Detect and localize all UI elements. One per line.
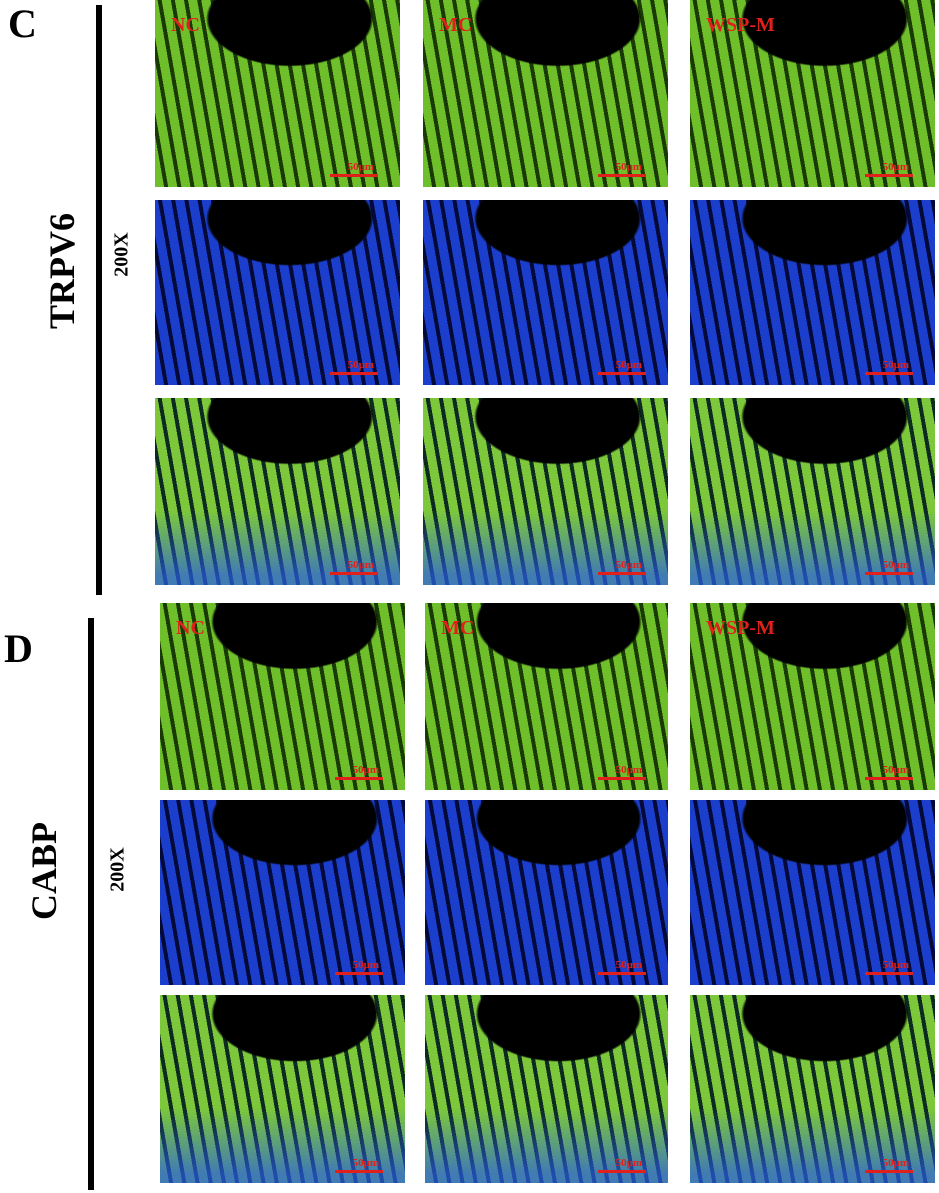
micrograph: 50μm	[155, 398, 400, 585]
scale-bar-label: 50μm	[347, 559, 374, 571]
tissue-image	[425, 800, 668, 985]
scale-bar	[598, 174, 646, 177]
micrograph: 50μm	[423, 398, 668, 585]
group-label: MC	[439, 14, 473, 36]
micrograph: 50μm	[160, 800, 405, 985]
scale-bar-label: 50μm	[882, 764, 909, 776]
tissue-image	[690, 800, 935, 985]
scale-bar-label: 50μm	[352, 959, 379, 971]
scale-bar	[330, 572, 378, 575]
scale-bar	[330, 174, 378, 177]
scale-bar-label: 50μm	[882, 559, 909, 571]
micrograph: 50μm	[425, 995, 668, 1183]
panel-letter: C	[8, 1, 37, 46]
scale-bar-label: 50μm	[882, 359, 909, 371]
tissue-image	[160, 800, 405, 985]
scale-bar	[865, 972, 913, 975]
micrograph: 50μm	[423, 200, 668, 385]
micrograph: MC 50μm	[423, 0, 668, 187]
tissue-image	[155, 0, 400, 187]
tissue-image	[690, 200, 935, 385]
panel-letter: D	[4, 626, 33, 671]
divider-line	[96, 5, 102, 595]
scale-bar-label: 50μm	[882, 1157, 909, 1169]
scale-bar	[335, 777, 383, 780]
scale-bar-label: 50μm	[615, 764, 642, 776]
scale-bar	[598, 972, 646, 975]
micrograph: 50μm	[690, 398, 935, 585]
tissue-image	[690, 0, 935, 187]
micrograph: NC 50μm	[160, 603, 405, 790]
micrograph: 50μm	[155, 200, 400, 385]
divider-line	[88, 618, 94, 1190]
tissue-image	[425, 603, 668, 790]
scale-bar-label: 50μm	[882, 959, 909, 971]
scale-bar-label: 50μm	[347, 161, 374, 173]
tissue-image	[155, 200, 400, 385]
group-label: NC	[176, 617, 205, 639]
tissue-image	[160, 603, 405, 790]
tissue-image	[160, 995, 405, 1183]
magnification-label: 200X	[110, 232, 133, 277]
micrograph: 50μm	[690, 995, 935, 1183]
micrograph: WSP-M 50μm	[690, 0, 935, 187]
micrograph: 50μm	[160, 995, 405, 1183]
scale-bar-label: 50μm	[882, 161, 909, 173]
tissue-image	[155, 398, 400, 585]
micrograph: 50μm	[690, 800, 935, 985]
scale-bar-label: 50μm	[352, 1157, 379, 1169]
scale-bar	[865, 174, 913, 177]
scale-bar	[335, 972, 383, 975]
group-label: WSP-M	[706, 14, 775, 36]
scale-bar	[598, 1170, 646, 1173]
tissue-image	[423, 398, 668, 585]
scale-bar-label: 50μm	[347, 359, 374, 371]
scale-bar-label: 50μm	[615, 1157, 642, 1169]
marker-label: TRPV6	[42, 213, 82, 329]
group-label: NC	[171, 14, 200, 36]
group-label: MC	[441, 617, 475, 639]
scale-bar	[335, 1170, 383, 1173]
scale-bar-label: 50μm	[615, 559, 642, 571]
tissue-image	[690, 603, 935, 790]
tissue-image	[690, 398, 935, 585]
tissue-image	[423, 200, 668, 385]
micrograph: 50μm	[425, 800, 668, 985]
scale-bar	[598, 372, 646, 375]
scale-bar-label: 50μm	[615, 359, 642, 371]
micrograph: MC 50μm	[425, 603, 668, 790]
marker-label: CABP	[24, 822, 64, 920]
scale-bar	[865, 1170, 913, 1173]
scale-bar-label: 50μm	[352, 764, 379, 776]
tissue-image	[425, 995, 668, 1183]
scale-bar	[865, 572, 913, 575]
micrograph: WSP-M 50μm	[690, 603, 935, 790]
tissue-image	[423, 0, 668, 187]
micrograph: 50μm	[690, 200, 935, 385]
group-label: WSP-M	[706, 617, 775, 639]
tissue-image	[690, 995, 935, 1183]
scale-bar	[598, 572, 646, 575]
scale-bar-label: 50μm	[615, 161, 642, 173]
micrograph: NC 50μm	[155, 0, 400, 187]
magnification-label: 200X	[106, 847, 129, 892]
scale-bar	[865, 372, 913, 375]
scale-bar	[598, 777, 646, 780]
scale-bar	[865, 777, 913, 780]
scale-bar	[330, 372, 378, 375]
scale-bar-label: 50μm	[615, 959, 642, 971]
